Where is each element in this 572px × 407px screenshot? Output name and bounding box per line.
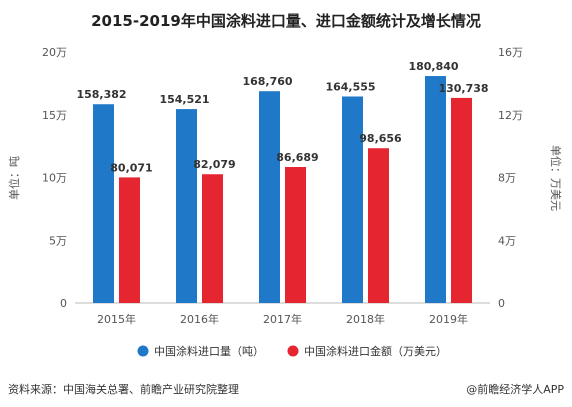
plot-area: 0 5万 10万 15万 20万 0 4万 8万 12万 16万 158,382 80,071 2015… [42,46,523,326]
bar-import-value [368,148,389,303]
bar-import-volume [342,96,363,303]
legend-label: 中国涂料进口金额（万美元） [304,344,447,358]
legend: 中国涂料进口量（吨） 中国涂料进口金额（万美元） [137,344,447,358]
chart-title: 2015-2019年中国涂料进口量、进口金额统计及增长情况 [91,12,481,30]
bar-import-volume [93,104,114,303]
bar-import-value [202,174,223,303]
x-tick-label: 2015年 [97,312,136,326]
y-right-tick-label: 16万 [498,46,523,59]
data-label-import-value: 130,738 [438,82,488,95]
data-label-import-value: 86,689 [276,151,318,164]
y-axis-left-label: 单位：吨 [7,156,21,200]
data-label-import-volume: 168,760 [242,75,292,88]
x-tick-label: 2016年 [180,312,219,326]
y-right-tick-label: 8万 [498,172,516,185]
data-label-import-volume: 164,555 [325,80,375,93]
y-right-tick-label: 12万 [498,109,523,122]
legend-label: 中国涂料进口量（吨） [154,344,264,358]
data-label-import-value: 82,079 [193,158,235,171]
y-left-tick-label: 15万 [42,109,67,122]
bar-import-value [451,97,472,304]
y-left-tick-label: 5万 [49,234,67,247]
y-left-tick-label: 0 [60,297,67,310]
data-label-import-volume: 154,521 [159,93,209,106]
bar-import-volume [176,109,197,303]
data-label-import-volume: 180,840 [408,60,458,73]
legend-marker [287,345,299,357]
legend-marker [137,345,149,357]
bar-import-value [285,167,306,303]
bar-import-value [119,177,140,303]
y-left-tick-label: 20万 [42,46,67,59]
data-label-import-value: 80,071 [110,161,152,174]
source-note: 资料来源：中国海关总署、前瞻产业研究院整理 [8,382,239,396]
y-right-tick-label: 0 [498,297,505,310]
x-tick-label: 2018年 [346,312,385,326]
x-tick-label: 2019年 [429,312,468,326]
x-tick-label: 2017年 [263,312,302,326]
data-label-import-volume: 158,382 [76,88,126,101]
bar-import-volume [259,91,280,303]
y-left-tick-label: 10万 [42,172,67,185]
bar-import-volume [425,76,446,303]
data-label-import-value: 98,656 [359,132,402,145]
y-right-tick-label: 4万 [498,234,516,247]
y-axis-right-label: 单位：万美元 [549,145,563,211]
brand-label: @前瞻经济学人APP [466,382,564,396]
